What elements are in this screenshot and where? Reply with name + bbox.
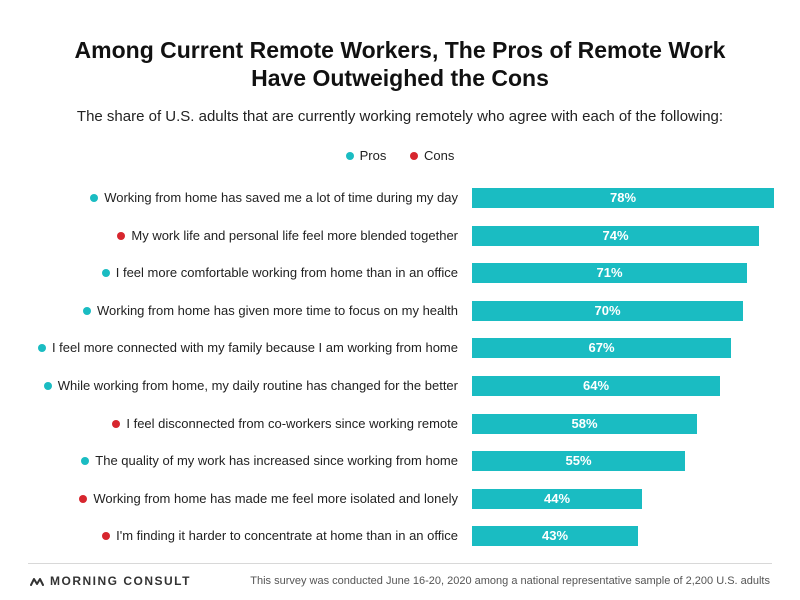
- legend-item-cons: Cons: [410, 148, 454, 163]
- bar-value-label: 64%: [582, 378, 610, 393]
- bar: [472, 301, 743, 321]
- category-label: My work life and personal life feel more…: [117, 226, 458, 246]
- legend-label-cons: Cons: [424, 148, 455, 164]
- legend-label-pros: Pros: [359, 148, 387, 164]
- footer-divider: [28, 563, 772, 564]
- legend-dot-cons-icon: [410, 151, 418, 160]
- brand-name: MORNING CONSULT: [50, 574, 191, 588]
- category-label: I feel more comfortable working from hom…: [101, 263, 458, 283]
- pros-dot-icon: [90, 193, 99, 202]
- brand-logo: MORNING CONSULT: [30, 574, 191, 588]
- category-label: I feel disconnected from co-workers sinc…: [112, 414, 458, 434]
- bar: [472, 489, 642, 509]
- category-label: While working from home, my daily routin…: [43, 376, 458, 396]
- chart-subtitle: The share of U.S. adults that are curren…: [76, 108, 724, 125]
- category-label: The quality of my work has increased sin…: [81, 451, 458, 471]
- bar: [472, 338, 731, 358]
- category-label-text: While working from home, my daily routin…: [57, 378, 458, 393]
- bar-value-label: 58%: [571, 416, 598, 431]
- category-label-text: I feel disconnected from co-workers sinc…: [126, 416, 458, 431]
- cons-dot-icon: [112, 419, 121, 428]
- pros-dot-icon: [37, 343, 46, 352]
- bar-value-label: 70%: [594, 303, 621, 318]
- bar: [472, 526, 638, 546]
- bar-value-label: 43%: [541, 528, 569, 543]
- category-label-text: I feel more comfortable working from hom…: [115, 265, 458, 280]
- bar: [472, 414, 697, 434]
- chart-title: Among Current Remote Workers, The Pros o…: [0, 36, 800, 92]
- category-label: Working from home has saved me a lot of …: [90, 188, 458, 208]
- pros-dot-icon: [43, 381, 52, 390]
- survey-footnote: This survey was conducted June 16-20, 20…: [250, 575, 770, 587]
- legend-dot-pros-icon: [345, 151, 354, 160]
- pros-dot-icon: [101, 268, 110, 277]
- bar-value-label: 55%: [565, 453, 592, 468]
- chart-title-line-1: Among Current Remote Workers, The Pros o…: [74, 37, 726, 63]
- morning-consult-logo-icon: [30, 578, 44, 586]
- bar: [472, 226, 759, 246]
- bar-value-label: 67%: [588, 340, 615, 355]
- category-label-text: Working from home has saved me a lot of …: [104, 190, 458, 205]
- bar-value-label: 44%: [543, 491, 571, 506]
- bar: [472, 188, 774, 208]
- category-label: Working from home has given more time to…: [82, 301, 458, 321]
- legend-item-pros: Pros: [345, 148, 387, 164]
- legend: Pros Cons: [0, 147, 800, 163]
- category-label: I feel more connected with my family bec…: [37, 338, 458, 358]
- category-label: Working from home has made me feel more …: [79, 489, 458, 509]
- bar: [472, 263, 747, 283]
- cons-dot-icon: [102, 531, 111, 540]
- category-label: I'm finding it harder to concentrate at …: [102, 526, 458, 546]
- bar: [472, 376, 720, 396]
- pros-dot-icon: [81, 456, 90, 465]
- bar-value-label: 71%: [596, 265, 623, 280]
- pros-dot-icon: [82, 306, 91, 315]
- category-label-text: The quality of my work has increased sin…: [95, 453, 458, 468]
- category-label-text: Working from home has given more time to…: [96, 303, 458, 318]
- category-label-text: I feel more connected with my family bec…: [51, 340, 458, 355]
- category-label-text: I'm finding it harder to concentrate at …: [116, 528, 458, 543]
- cons-dot-icon: [79, 494, 88, 503]
- bar-chart: Working from home has saved me a lot of …: [37, 188, 774, 546]
- bar-value-label: 74%: [602, 228, 629, 243]
- bar: [472, 451, 685, 471]
- chart-title-line-2: Have Outweighed the Cons: [251, 65, 549, 91]
- cons-dot-icon: [117, 231, 126, 240]
- bar-value-label: 78%: [609, 190, 637, 205]
- category-label-text: My work life and personal life feel more…: [131, 228, 458, 243]
- category-label-text: Working from home has made me feel more …: [93, 491, 458, 506]
